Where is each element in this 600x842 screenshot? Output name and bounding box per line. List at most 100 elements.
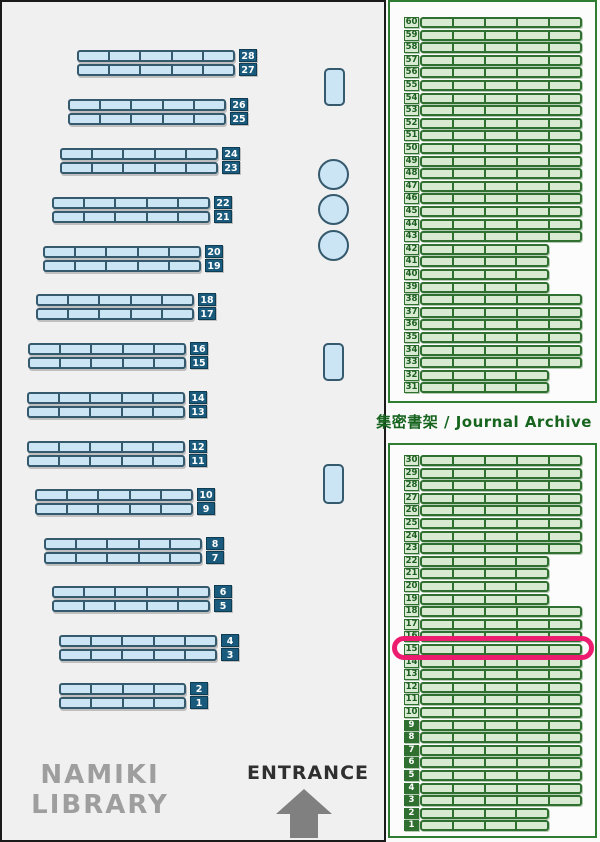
stack-tag-12: 12 — [189, 440, 207, 453]
shelf-segment — [129, 296, 161, 304]
journal-archive-label: 集密書架 / Journal Archive — [376, 413, 592, 431]
stack-row-21 — [52, 211, 210, 223]
stack-tag-4: 4 — [221, 634, 239, 647]
shelf-segment — [422, 32, 452, 39]
stack-tag-16: 16 — [190, 342, 208, 355]
shelf-segment — [548, 158, 580, 165]
archive-row-41 — [420, 256, 549, 267]
shelf-segment — [67, 296, 98, 304]
shelf-segment — [422, 482, 452, 489]
archive-row-57 — [420, 55, 582, 66]
shelf-segment — [422, 507, 452, 514]
shelf-segment — [484, 347, 516, 354]
stack-row-15 — [28, 357, 186, 369]
archive-tag-9: 9 — [404, 720, 419, 731]
shelf-segment — [70, 101, 99, 109]
shelf-segment — [452, 221, 484, 228]
shelf-segment — [114, 588, 145, 596]
shelf-segment — [184, 164, 216, 172]
shelf-segment — [484, 495, 516, 502]
stack-tag-5: 5 — [214, 599, 232, 612]
shelf-segment — [484, 19, 516, 26]
shelf-segment — [516, 684, 548, 691]
archive-row-13 — [420, 669, 582, 680]
archive-tag-32: 32 — [404, 370, 419, 381]
shelf-segment — [548, 309, 580, 316]
shelf-segment — [548, 32, 580, 39]
archive-tag-26: 26 — [404, 505, 419, 516]
shelf-segment — [46, 540, 75, 548]
shelf-segment — [168, 554, 200, 562]
archive-row-27 — [420, 493, 582, 504]
shelf-segment — [176, 588, 208, 596]
shelf-segment — [90, 345, 121, 353]
shelf-segment — [176, 213, 208, 221]
shelf-segment — [484, 507, 516, 514]
archive-tag-57: 57 — [404, 55, 419, 66]
shelf-segment — [120, 443, 152, 451]
archive-tag-51: 51 — [404, 130, 419, 141]
shelf-segment — [79, 52, 108, 60]
archive-row-46 — [420, 193, 582, 204]
shelf-segment — [548, 19, 580, 26]
shelf-segment — [516, 709, 548, 716]
shelf-segment — [452, 659, 484, 666]
archive-row-2 — [420, 808, 549, 819]
shelf-segment — [451, 570, 484, 577]
shelf-segment — [98, 296, 129, 304]
shelf-segment — [114, 602, 145, 610]
shelf-segment — [452, 747, 484, 754]
shelf-segment — [422, 684, 452, 691]
shelf-segment — [484, 195, 516, 202]
shelf-segment — [484, 759, 516, 766]
shelf-segment — [451, 284, 484, 291]
shelf-segment — [548, 296, 580, 303]
shelf-segment — [422, 95, 452, 102]
archive-row-12 — [420, 682, 582, 693]
shelf-segment — [548, 495, 580, 502]
archive-row-37 — [420, 307, 582, 318]
shelf-segment — [484, 797, 516, 804]
shelf-segment — [483, 570, 516, 577]
archive-tag-18: 18 — [404, 606, 419, 617]
shelf-segment — [152, 685, 184, 693]
archive-tag-56: 56 — [404, 67, 419, 78]
shelf-segment — [451, 810, 484, 817]
shelf-segment — [422, 759, 452, 766]
archive-tag-38: 38 — [404, 294, 419, 305]
shelf-segment — [548, 195, 580, 202]
stack-row-24 — [60, 148, 218, 160]
shelf-segment — [160, 310, 192, 318]
shelf-segment — [452, 296, 484, 303]
shelf-segment — [79, 66, 108, 74]
shelf-segment — [484, 69, 516, 76]
shelf-segment — [422, 558, 452, 565]
shelf-segment — [105, 262, 136, 270]
shelf-segment — [548, 132, 580, 139]
archive-row-38 — [420, 294, 582, 305]
stack-tag-1: 1 — [190, 696, 208, 709]
archive-tag-58: 58 — [404, 42, 419, 53]
shelf-segment — [422, 170, 452, 177]
stack-row-26 — [68, 99, 226, 111]
shelf-segment — [484, 32, 516, 39]
shelf-segment — [483, 558, 516, 565]
shelf-segment — [451, 583, 484, 590]
archive-row-58 — [420, 42, 582, 53]
shelf-segment — [452, 797, 484, 804]
shelf-segment — [548, 621, 580, 628]
shelf-segment — [484, 296, 516, 303]
archive-row-44 — [420, 219, 582, 230]
shelf-segment — [422, 334, 452, 341]
stack-row-20 — [43, 246, 201, 258]
stack-row-2 — [59, 683, 186, 695]
shelf-segment — [484, 95, 516, 102]
shelf-segment — [122, 164, 153, 172]
shelf-segment — [484, 520, 516, 527]
shelf-segment — [483, 583, 516, 590]
shelf-segment — [452, 132, 484, 139]
shelf-segment — [37, 491, 66, 499]
archive-row-5 — [420, 770, 582, 781]
shelf-segment — [484, 482, 516, 489]
shelf-segment — [452, 44, 484, 51]
